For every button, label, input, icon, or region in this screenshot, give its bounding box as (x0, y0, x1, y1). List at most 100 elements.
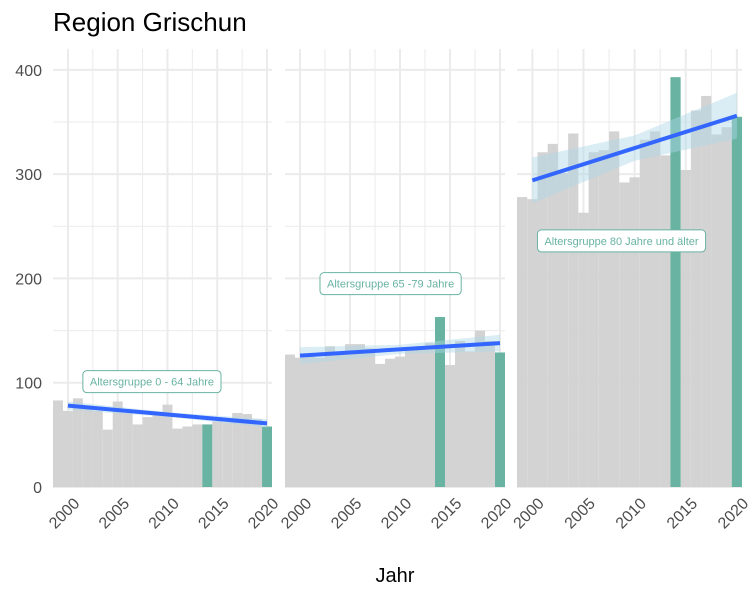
bar (639, 139, 650, 487)
panel-label-box (82, 370, 222, 394)
bar (355, 344, 365, 487)
bar (690, 110, 702, 488)
bar (485, 341, 495, 487)
bar (172, 428, 183, 487)
bar (598, 150, 610, 487)
bar (680, 169, 691, 487)
bar (365, 348, 375, 487)
x-tick-label: 2005 (328, 495, 365, 532)
bar (162, 404, 173, 487)
bar-highlight (670, 77, 681, 488)
bar (425, 343, 435, 487)
bar (152, 411, 163, 487)
bar (192, 424, 203, 487)
bar (649, 131, 661, 487)
bar (568, 133, 579, 487)
panel-label-text: Altersgruppe 65 -79 Jahre (327, 279, 454, 291)
bar (305, 353, 315, 487)
bar-highlight (435, 317, 445, 487)
bar (222, 422, 233, 487)
y-axis: 0 100 200 300 400 (15, 63, 42, 497)
bar (578, 212, 589, 487)
bar (285, 354, 295, 487)
chart-title: Region Grischun (53, 7, 247, 37)
y-tick-label: 400 (15, 63, 42, 80)
bar-highlight (202, 424, 213, 487)
facet-panel: Altersgruppe 65 -79 Jahre 2000 2005 2010 201… (278, 49, 515, 532)
y-tick-label: 300 (15, 167, 42, 184)
bar (527, 199, 538, 487)
bar (415, 346, 425, 487)
bar (405, 349, 415, 487)
bar (465, 351, 475, 487)
x-tick-label: 2000 (278, 495, 315, 532)
y-tick-label: 100 (15, 376, 42, 393)
bar (475, 330, 485, 487)
bar (345, 344, 355, 487)
bar (547, 143, 558, 487)
bar (92, 410, 103, 487)
bar (242, 414, 253, 487)
facet-panel: Altersgruppe 80 Jahre und älter 2000 2005 2… (511, 49, 750, 532)
panel-label: Altersgruppe 65 -79 Jahre (319, 272, 462, 296)
x-tick-label: 2020 (715, 495, 750, 532)
y-tick-label: 0 (33, 480, 42, 497)
bar (82, 408, 93, 487)
bar (295, 357, 305, 487)
bar (212, 421, 223, 487)
bar (335, 351, 345, 487)
bar (325, 346, 335, 487)
x-tick-label: 2015 (428, 495, 465, 532)
bar (455, 341, 465, 487)
bar (62, 410, 73, 487)
bar (517, 197, 528, 488)
x-tick-label: 2015 (664, 495, 701, 532)
bar (53, 400, 63, 487)
x-tick-label: 2010 (613, 495, 650, 532)
panel-label: Altersgruppe 80 Jahre und älter (536, 229, 707, 253)
panel-label-box (319, 272, 462, 296)
bar (122, 412, 133, 487)
bar (102, 429, 113, 487)
bar (701, 95, 712, 487)
trend-line (67, 403, 268, 426)
bar (182, 426, 193, 487)
bar (629, 177, 640, 487)
bar (375, 363, 385, 487)
x-tick-label: 2020 (478, 495, 515, 532)
x-tick-label: 2010 (378, 495, 415, 532)
x-tick-label: 2000 (46, 495, 83, 532)
bar (232, 412, 243, 487)
bar (385, 358, 395, 487)
bar (142, 417, 153, 487)
trend-line (299, 341, 501, 358)
bar (537, 152, 548, 487)
bar-highlight (495, 352, 505, 487)
panel-label-text: Altersgruppe 0 - 64 Jahre (90, 377, 214, 389)
panel-label: Altersgruppe 0 - 64 Jahre (82, 370, 222, 394)
x-tick-label: 2005 (96, 495, 133, 532)
bar (132, 424, 143, 487)
bar (660, 155, 671, 487)
bar (112, 401, 123, 487)
x-tick-label: 2020 (245, 495, 282, 532)
bar (711, 134, 722, 487)
facet-panels: Altersgruppe 0 - 64 Jahre 2000 2005 2010 201… (46, 49, 750, 532)
x-axis-title: Jahr (376, 565, 415, 587)
bar (557, 173, 569, 487)
x-tick-label: 2010 (146, 495, 183, 532)
x-tick-label: 2005 (562, 495, 599, 532)
panel-label-box (536, 229, 707, 253)
x-tick-label: 2000 (511, 495, 548, 532)
bar (609, 131, 620, 487)
bar (395, 356, 405, 487)
y-tick-label: 200 (15, 271, 42, 288)
bar (619, 182, 630, 487)
facet-panel: Altersgruppe 0 - 64 Jahre 2000 2005 2010 201… (46, 49, 283, 532)
panel-label-text: Altersgruppe 80 Jahre und älter (544, 236, 698, 248)
bar (588, 152, 599, 487)
x-tick-label: 2015 (195, 495, 232, 532)
bar (315, 357, 325, 487)
bar (72, 398, 83, 487)
